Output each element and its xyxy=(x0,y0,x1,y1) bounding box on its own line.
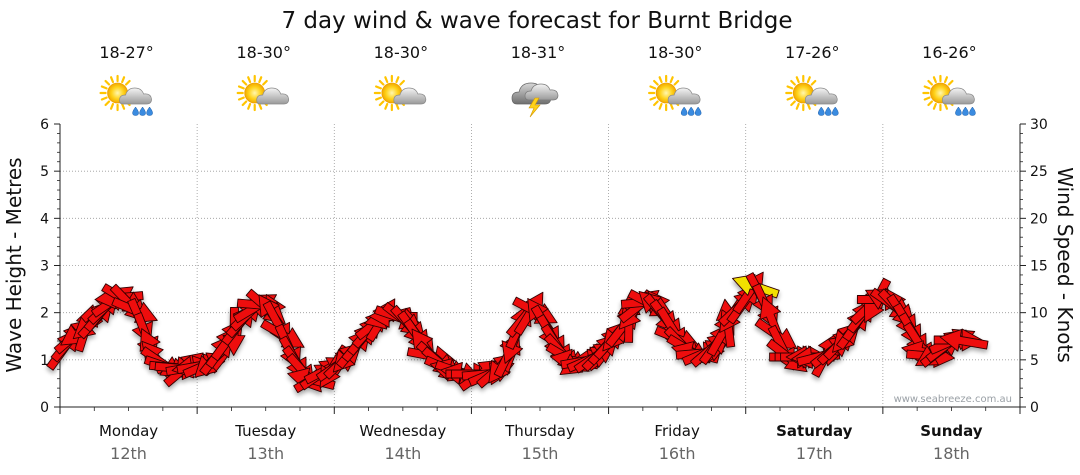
temp-range-thursday: 18-31° xyxy=(511,43,566,62)
temp-range-sunday: 16-26° xyxy=(922,43,977,62)
temp-range-saturday: 17-26° xyxy=(785,43,840,62)
day-name-friday: Friday xyxy=(654,422,700,440)
day-name-thursday: Thursday xyxy=(504,422,575,440)
left-axis-label: Wave Height - Metres xyxy=(2,157,26,372)
temp-range-tuesday: 18-30° xyxy=(236,43,291,62)
temp-range-monday: 18-27° xyxy=(99,43,154,62)
left-tick-label: 2 xyxy=(40,306,49,322)
day-date-wednesday: 14th xyxy=(384,444,421,463)
watermark: www.seabreeze.com.au xyxy=(894,394,1012,405)
day-name-wednesday: Wednesday xyxy=(359,422,446,440)
day-date-saturday: 17th xyxy=(796,444,833,463)
day-date-friday: 16th xyxy=(659,444,696,463)
right-tick-label: 30 xyxy=(1030,117,1048,133)
left-tick-label: 0 xyxy=(40,400,49,416)
sun-cloud-rain-icon xyxy=(99,74,153,116)
day-headers: 18-27° 18-30° 18-30° 18-31° 18-30° 17-26° 16-2… xyxy=(99,43,977,118)
right-tick-label: 5 xyxy=(1030,353,1039,369)
right-tick-label: 0 xyxy=(1030,400,1039,416)
right-tick-label: 20 xyxy=(1030,211,1048,227)
day-date-monday: 12th xyxy=(110,444,147,463)
day-date-tuesday: 13th xyxy=(247,444,284,463)
chart-title: 7 day wind & wave forecast for Burnt Bri… xyxy=(281,8,792,34)
right-tick-label: 15 xyxy=(1030,259,1048,275)
left-tick-label: 1 xyxy=(40,353,49,369)
sun-cloud-icon xyxy=(373,74,427,112)
sun-cloud-icon xyxy=(236,74,290,112)
right-tick-label: 10 xyxy=(1030,306,1048,322)
day-name-monday: Monday xyxy=(99,422,158,440)
day-name-sunday: Sunday xyxy=(920,422,983,440)
temp-range-wednesday: 18-30° xyxy=(374,43,429,62)
wind-arrows xyxy=(46,271,989,394)
left-tick-label: 5 xyxy=(40,164,49,180)
day-name-saturday: Saturday xyxy=(776,422,853,440)
storm-cloud-icon xyxy=(511,82,559,118)
right-axis-label: Wind Speed - Knots xyxy=(1053,167,1077,363)
left-tick-label: 6 xyxy=(40,117,49,133)
axes: 0 01 52 103 154 205 256 30 xyxy=(40,117,1048,416)
right-tick-label: 25 xyxy=(1030,164,1048,180)
wind-arrow xyxy=(939,329,989,352)
day-date-thursday: 15th xyxy=(522,444,559,463)
left-tick-label: 4 xyxy=(40,211,49,227)
sun-cloud-rain-icon xyxy=(922,74,976,116)
day-labels: Monday 12th Tuesday 13th Wednesday 14th Thursd… xyxy=(99,422,983,463)
temp-range-friday: 18-30° xyxy=(648,43,703,62)
left-tick-label: 3 xyxy=(40,259,49,275)
day-name-tuesday: Tuesday xyxy=(234,422,296,440)
day-date-sunday: 18th xyxy=(933,444,970,463)
sun-cloud-rain-icon xyxy=(648,74,702,116)
sun-cloud-rain-icon xyxy=(785,74,839,116)
